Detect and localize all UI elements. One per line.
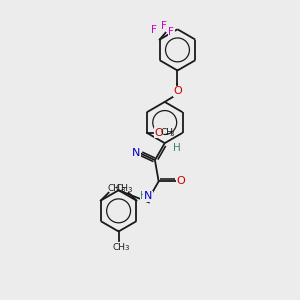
Text: F: F [151, 25, 157, 35]
Text: O: O [177, 176, 186, 186]
Text: F: F [160, 21, 166, 31]
Text: N: N [132, 148, 140, 158]
Text: N: N [144, 191, 152, 201]
Text: O: O [173, 86, 182, 96]
Text: CH: CH [108, 184, 121, 193]
Text: 3: 3 [124, 245, 129, 251]
Text: O: O [155, 128, 164, 138]
Text: H: H [140, 191, 148, 201]
Text: CH: CH [112, 243, 125, 252]
Text: CH: CH [115, 184, 128, 193]
Text: 3: 3 [127, 187, 132, 193]
Text: F: F [169, 27, 174, 37]
Text: H: H [172, 143, 180, 153]
Text: 3: 3 [169, 131, 174, 137]
Text: 3: 3 [120, 187, 124, 193]
Text: CH: CH [160, 128, 174, 137]
